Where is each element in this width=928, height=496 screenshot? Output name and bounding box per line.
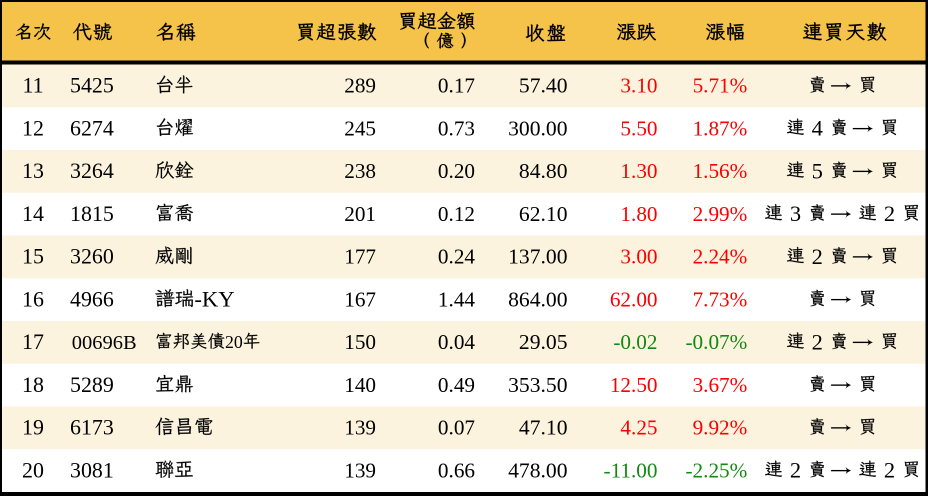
svg-text:5.50: 5.50 [620, 116, 657, 140]
svg-text:2: 2 [884, 201, 895, 226]
svg-text:0.49: 0.49 [438, 373, 475, 397]
svg-text:5425: 5425 [70, 73, 114, 98]
svg-text:140: 140 [344, 373, 376, 397]
svg-text:-0.07%: -0.07% [686, 330, 748, 354]
svg-text:16: 16 [22, 286, 44, 311]
svg-text:0.07: 0.07 [438, 416, 475, 440]
svg-text:137.00: 137.00 [508, 245, 567, 269]
svg-text:245: 245 [344, 116, 376, 140]
svg-text:57.40: 57.40 [519, 74, 568, 98]
svg-text:0.17: 0.17 [438, 74, 475, 98]
svg-text:-KY: -KY [194, 286, 234, 311]
svg-text:62.10: 62.10 [519, 202, 568, 226]
svg-text:864.00: 864.00 [508, 287, 567, 311]
svg-text:9.92%: 9.92% [693, 416, 748, 440]
svg-text:00696B: 00696B [72, 332, 137, 354]
svg-text:13: 13 [22, 158, 44, 183]
svg-text:3.67%: 3.67% [693, 373, 748, 397]
svg-text:18: 18 [22, 372, 44, 397]
svg-text:4: 4 [812, 116, 823, 141]
svg-text:20: 20 [22, 457, 44, 482]
svg-text:62.00: 62.00 [610, 287, 658, 311]
svg-text:1.30: 1.30 [620, 159, 657, 183]
svg-text:15: 15 [22, 244, 44, 269]
svg-text:2.24%: 2.24% [693, 245, 748, 269]
svg-text:3.10: 3.10 [620, 74, 657, 98]
svg-text:20: 20 [225, 332, 243, 352]
svg-text:11: 11 [22, 73, 43, 98]
svg-text:4.25: 4.25 [620, 416, 657, 440]
svg-text:139: 139 [344, 416, 376, 440]
svg-text:1.87%: 1.87% [693, 116, 748, 140]
svg-text:1.44: 1.44 [438, 287, 475, 311]
svg-text:47.10: 47.10 [519, 416, 568, 440]
svg-text:2: 2 [812, 329, 823, 354]
svg-text:7.73%: 7.73% [693, 287, 748, 311]
svg-text:0.66: 0.66 [438, 458, 475, 482]
svg-text:5289: 5289 [70, 372, 114, 397]
svg-text:5: 5 [812, 158, 823, 183]
svg-text:-11.00: -11.00 [604, 458, 658, 482]
svg-text:29.05: 29.05 [519, 330, 568, 354]
svg-text:177: 177 [344, 245, 376, 269]
svg-text:0.12: 0.12 [438, 202, 475, 226]
svg-text:300.00: 300.00 [508, 116, 567, 140]
svg-text:289: 289 [344, 74, 376, 98]
svg-text:3.00: 3.00 [620, 245, 657, 269]
svg-text:2: 2 [884, 458, 895, 483]
svg-text:2.99%: 2.99% [693, 202, 748, 226]
svg-text:17: 17 [22, 329, 44, 354]
svg-text:3264: 3264 [70, 158, 114, 183]
svg-text:6274: 6274 [70, 115, 114, 140]
svg-text:1815: 1815 [70, 201, 114, 226]
svg-text:14: 14 [22, 201, 44, 226]
svg-text:201: 201 [344, 202, 376, 226]
svg-text:12.50: 12.50 [610, 373, 658, 397]
svg-text:3: 3 [790, 201, 801, 226]
svg-text:3260: 3260 [70, 244, 114, 269]
svg-text:0.04: 0.04 [438, 330, 475, 354]
svg-text:19: 19 [22, 415, 44, 440]
svg-text:-2.25%: -2.25% [686, 458, 748, 482]
svg-text:12: 12 [22, 115, 44, 140]
svg-text:6173: 6173 [70, 415, 114, 440]
svg-text:4966: 4966 [70, 286, 114, 311]
svg-text:-0.02: -0.02 [613, 330, 657, 354]
svg-text:150: 150 [344, 330, 376, 354]
svg-text:0.20: 0.20 [438, 159, 475, 183]
svg-text:3081: 3081 [70, 457, 114, 482]
svg-text:2: 2 [790, 458, 801, 483]
svg-text:139: 139 [344, 458, 376, 482]
svg-text:0.24: 0.24 [438, 245, 475, 269]
svg-text:2: 2 [812, 244, 823, 269]
svg-text:167: 167 [344, 287, 376, 311]
svg-text:5.71%: 5.71% [693, 74, 748, 98]
svg-text:238: 238 [344, 159, 376, 183]
svg-text:353.50: 353.50 [508, 373, 567, 397]
svg-text:84.80: 84.80 [519, 159, 568, 183]
svg-text:478.00: 478.00 [508, 458, 567, 482]
svg-text:1.80: 1.80 [620, 202, 657, 226]
svg-text:0.73: 0.73 [438, 116, 475, 140]
svg-text:1.56%: 1.56% [693, 159, 748, 183]
